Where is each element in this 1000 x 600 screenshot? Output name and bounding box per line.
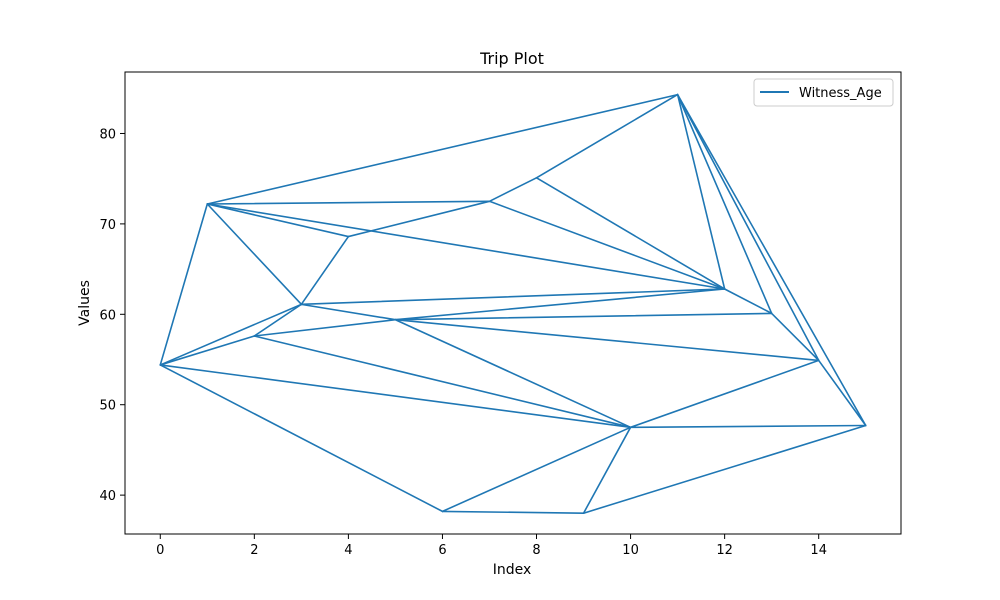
edge-0-2 bbox=[159, 335, 256, 366]
chart-title: Trip Plot bbox=[479, 49, 544, 68]
edge-11-14 bbox=[676, 93, 820, 362]
x-tick-label: 10 bbox=[622, 543, 639, 558]
edge-1-4 bbox=[206, 203, 350, 238]
plot-area bbox=[124, 71, 902, 535]
edge-11-13 bbox=[676, 93, 773, 315]
x-axis-label: Index bbox=[493, 562, 532, 578]
edge-1-7 bbox=[206, 200, 491, 205]
edge-0-6 bbox=[159, 364, 444, 513]
edge-12-13 bbox=[723, 288, 773, 315]
edge-8-11 bbox=[535, 93, 679, 179]
legend: Witness_Age bbox=[753, 78, 894, 107]
x-tick-label: 14 bbox=[810, 543, 827, 558]
edge-0-3 bbox=[159, 303, 303, 366]
edge-3-4 bbox=[300, 235, 350, 306]
x-tick-label: 0 bbox=[156, 543, 164, 558]
legend-label-witness-age: Witness_Age bbox=[799, 86, 882, 101]
y-tick-label: 60 bbox=[99, 308, 116, 323]
y-tick-label: 40 bbox=[99, 489, 116, 504]
edge-11-12 bbox=[676, 93, 726, 290]
edge-11-15 bbox=[676, 93, 867, 427]
edge-10-15 bbox=[629, 424, 867, 429]
edge-5-13 bbox=[394, 312, 773, 321]
edge-10-14 bbox=[629, 359, 820, 429]
y-axis-label: Values bbox=[77, 280, 93, 326]
legend-box bbox=[753, 78, 894, 107]
edge-1-3 bbox=[206, 203, 303, 306]
edge-2-3 bbox=[253, 303, 303, 337]
edge-4-7 bbox=[347, 200, 491, 238]
edge-9-10 bbox=[582, 426, 632, 515]
edge-5-12 bbox=[394, 288, 726, 321]
y-tick-label: 80 bbox=[99, 127, 116, 142]
x-tick-label: 2 bbox=[250, 543, 258, 558]
x-axis-ticks: 0 2 4 6 8 10 12 14 bbox=[156, 534, 827, 558]
edge-13-14 bbox=[770, 312, 820, 362]
edge-5-14 bbox=[394, 318, 820, 362]
edge-9-15 bbox=[582, 424, 867, 515]
edge-1-12 bbox=[206, 203, 726, 290]
edge-7-8 bbox=[488, 176, 538, 203]
edge-7-12 bbox=[488, 200, 726, 290]
edge-6-9 bbox=[441, 510, 585, 515]
y-tick-label: 70 bbox=[99, 218, 116, 233]
x-tick-label: 4 bbox=[344, 543, 352, 558]
x-tick-label: 12 bbox=[716, 543, 733, 558]
edge-6-10 bbox=[441, 426, 632, 513]
edge-5-10 bbox=[394, 318, 632, 429]
edge-1-11 bbox=[206, 93, 679, 205]
edge-0-10 bbox=[159, 364, 632, 429]
edge-2-5 bbox=[253, 318, 397, 337]
y-axis-ticks: 40 50 60 70 80 bbox=[99, 127, 125, 504]
triangulation-edges bbox=[159, 93, 867, 515]
x-tick-label: 6 bbox=[438, 543, 446, 558]
edge-14-15 bbox=[817, 359, 867, 427]
edge-8-12 bbox=[535, 176, 726, 290]
edge-0-1 bbox=[159, 203, 209, 366]
edge-3-5 bbox=[300, 303, 397, 321]
edge-3-12 bbox=[300, 288, 726, 306]
x-tick-label: 8 bbox=[532, 543, 540, 558]
y-tick-label: 50 bbox=[99, 399, 116, 414]
axes-frame bbox=[124, 71, 902, 535]
edge-2-10 bbox=[253, 335, 632, 429]
